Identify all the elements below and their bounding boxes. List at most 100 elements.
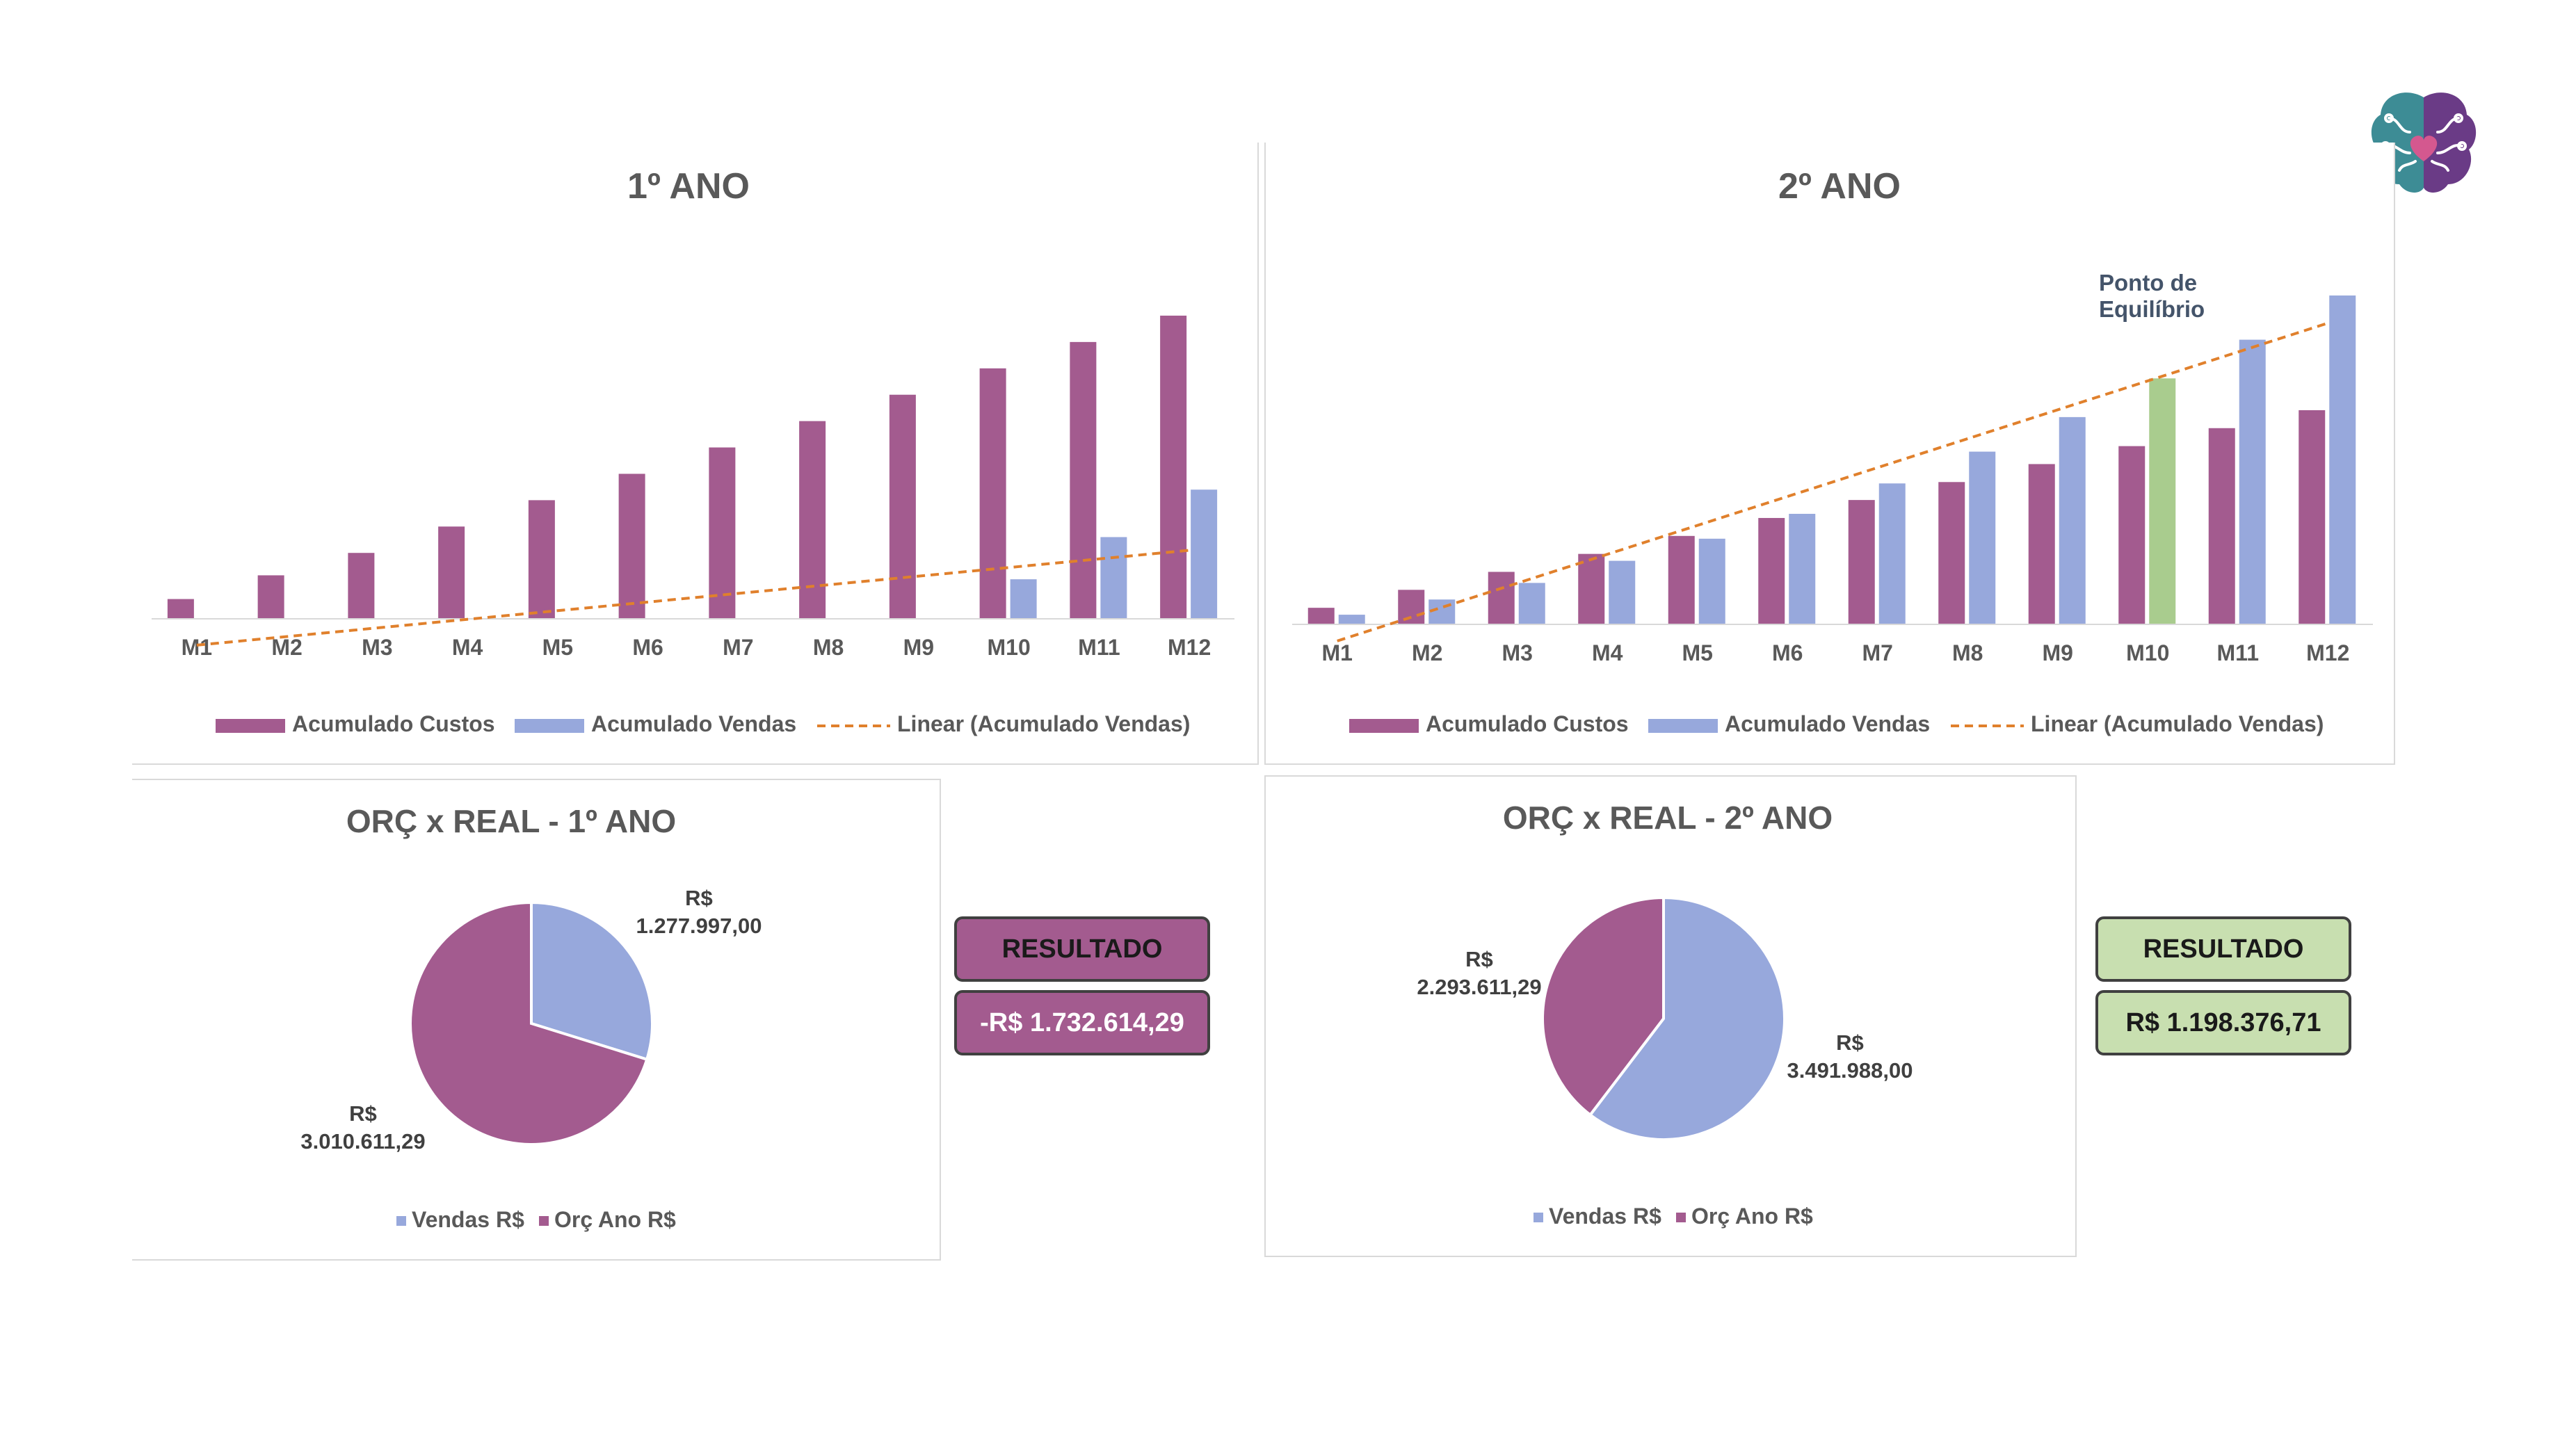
legend-swatch-vendas <box>1648 719 1718 733</box>
legend-label: Orç Ano R$ <box>1691 1204 1813 1229</box>
x-tick-label: M12 <box>1168 635 1211 660</box>
pie-data-label: R$ <box>1465 947 1493 971</box>
bar-vendas-m2 <box>1428 599 1456 624</box>
pie-chart-year1: ORÇ x REAL - 1º ANO R$ 1.277.997,00 R$ 3.010… <box>300 803 762 1232</box>
bar-custos-m6 <box>1758 517 1785 624</box>
pie-panel-year2: ORÇ x REAL - 2º ANO R$ 3.491.988,00 R$ 2.293… <box>1264 775 2077 1257</box>
pie-data-label: 2.293.611,29 <box>1417 975 1541 999</box>
bar-vendas-m9 <box>2059 416 2086 624</box>
legend-label-custos: Acumulado Custos <box>1426 711 1629 736</box>
pie-slice-orc-ano <box>409 900 649 1146</box>
bar-vendas-m3 <box>1518 583 1545 624</box>
x-tick-label: M6 <box>1772 640 1803 665</box>
x-tick-label: M6 <box>632 635 663 660</box>
pie-data-label: R$ <box>349 1101 377 1126</box>
chart-panel-year1: 1º ANO M1 M2 M3 M4 M5 M6 M7 M8 M9 M10 M11 M12 Acumula… <box>132 143 1259 765</box>
legend-label-custos: Acumulado Custos <box>292 711 495 736</box>
x-tick-label: M5 <box>1682 640 1713 665</box>
bar-vendas-m11 <box>1100 537 1127 619</box>
chart-title: 2º ANO <box>1778 166 1901 207</box>
chart-title: 1º ANO <box>627 166 750 207</box>
bar-custos-m8 <box>1938 482 1965 624</box>
legend-label-trendline: Linear (Acumulado Vendas) <box>2031 711 2324 736</box>
chart-panel-year2: 2º ANO M1 M2 M3 M4 M5 M6 M7 M8 M9 M10 M11 M12 Ponto d… <box>1264 143 2395 765</box>
legend-swatch <box>539 1216 549 1226</box>
legend-swatch <box>1533 1213 1543 1222</box>
legend-label: Vendas R$ <box>412 1207 524 1232</box>
result-label-year1: RESULTADO <box>954 916 1210 982</box>
x-tick-label: M11 <box>1078 635 1120 660</box>
x-tick-label: M9 <box>2043 640 2073 665</box>
legend-label-vendas: Acumulado Vendas <box>1725 711 1930 736</box>
legend-label-trendline: Linear (Acumulado Vendas) <box>897 711 1190 736</box>
x-tick-label: M8 <box>813 635 844 660</box>
pie-chart-year2: ORÇ x REAL - 2º ANO R$ 3.491.988,00 R$ 2.293… <box>1417 800 1913 1229</box>
annotation-equilibrio: Equilíbrio <box>2099 296 2205 322</box>
legend-label: Orç Ano R$ <box>554 1207 676 1232</box>
legend-swatch <box>396 1216 406 1226</box>
bar-vendas-m7 <box>1878 483 1906 624</box>
x-tick-label: M1 <box>1322 640 1353 665</box>
bar-vendas-m4 <box>1609 560 1636 624</box>
x-tick-label: M5 <box>542 635 573 660</box>
x-tick-label: M4 <box>1592 640 1623 665</box>
bar-vendas-m1 <box>1338 615 1365 624</box>
bar-custos-m7 <box>709 447 736 619</box>
bar-custos-m11 <box>2208 428 2235 624</box>
bar-custos-m12 <box>1160 315 1187 619</box>
x-tick-label: M10 <box>988 635 1031 660</box>
bar-custos-m3 <box>1488 572 1515 624</box>
bar-custos-m4 <box>438 526 465 619</box>
legend-label: Vendas R$ <box>1549 1204 1661 1229</box>
bar-chart-year1: 1º ANO M1 M2 M3 M4 M5 M6 M7 M8 M9 M10 M11 M12 Acumula… <box>152 166 1234 736</box>
trendline <box>196 549 1190 647</box>
bar-vendas-m12 <box>1191 489 1218 619</box>
result-value-year1: -R$ 1.732.614,29 <box>954 990 1210 1055</box>
chart-title: ORÇ x REAL - 1º ANO <box>346 803 676 839</box>
x-tick-label: M12 <box>2306 640 2349 665</box>
legend-label-vendas: Acumulado Vendas <box>591 711 796 736</box>
bar-custos-m5 <box>528 500 555 619</box>
result-value-year2: R$ 1.198.376,71 <box>2095 990 2351 1055</box>
pie-slice-vendas <box>1588 896 1786 1141</box>
bar-custos-m1 <box>167 599 194 619</box>
bar-vendas-m5 <box>1698 538 1725 624</box>
bar-custos-m9 <box>889 394 916 619</box>
x-tick-label: M9 <box>903 635 934 660</box>
bar-custos-m6 <box>618 473 645 619</box>
x-tick-label: M3 <box>362 635 392 660</box>
bar-custos-m11 <box>1070 341 1097 619</box>
bar-vendas-m11 <box>2239 339 2266 624</box>
bar-custos-m9 <box>2028 464 2055 624</box>
bar-custos-m3 <box>348 553 375 619</box>
chart-title: ORÇ x REAL - 2º ANO <box>1503 800 1833 836</box>
bar-vendas-m12 <box>2329 295 2356 624</box>
bar-custos-m1 <box>1307 608 1335 624</box>
bar-custos-m8 <box>799 421 826 619</box>
pie-slice-vendas <box>530 900 654 1062</box>
bar-custos-m7 <box>1848 500 1875 624</box>
bar-chart-year2: 2º ANO M1 M2 M3 M4 M5 M6 M7 M8 M9 M10 M11 M12 Ponto d… <box>1292 166 2373 736</box>
result-label-year2: RESULTADO <box>2095 916 2351 982</box>
pie-data-label: R$ <box>1836 1030 1864 1055</box>
bar-custos-m10 <box>2118 446 2146 624</box>
x-tick-label: M4 <box>452 635 483 660</box>
pie-data-label: 1.277.997,00 <box>636 914 762 938</box>
x-tick-label: M7 <box>1862 640 1893 665</box>
trendline <box>1337 321 2328 642</box>
bar-custos-m2 <box>1398 590 1425 624</box>
pie-data-label: 3.491.988,00 <box>1787 1058 1913 1083</box>
bar-vendas-m6 <box>1789 514 1816 624</box>
x-tick-label: M11 <box>2217 640 2259 665</box>
x-tick-label: M2 <box>271 635 302 660</box>
bar-custos-m12 <box>2299 410 2326 624</box>
legend-swatch-vendas <box>515 719 584 733</box>
bar-vendas-m8 <box>1969 451 1996 624</box>
x-tick-label: M7 <box>723 635 753 660</box>
x-tick-label: M8 <box>1952 640 1983 665</box>
legend-swatch-custos <box>1349 719 1419 733</box>
pie-slice-orc-ano <box>1541 896 1665 1117</box>
pie-data-label: R$ <box>685 886 713 910</box>
x-tick-label: M2 <box>1412 640 1442 665</box>
legend-swatch-custos <box>216 719 285 733</box>
